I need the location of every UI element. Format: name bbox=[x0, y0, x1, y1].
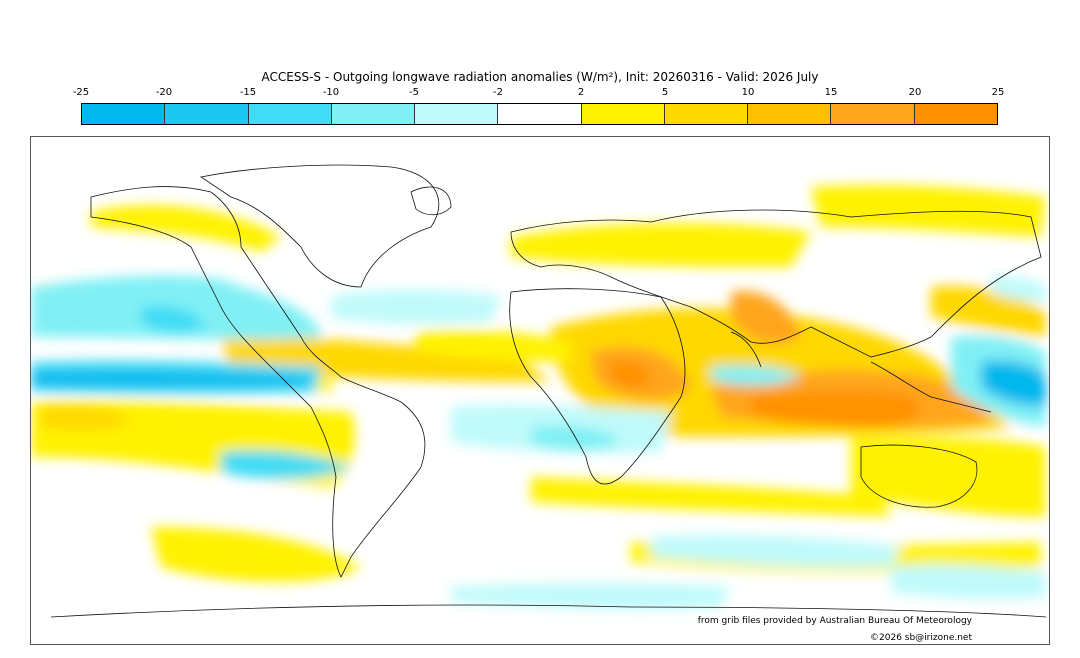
colorbar-swatch bbox=[748, 104, 832, 124]
colorbar-tick-label: -25 bbox=[72, 87, 90, 98]
coastlines bbox=[50, 164, 1047, 618]
copyright-notice: ©2026 sb@irizone.net bbox=[870, 633, 972, 643]
world-map bbox=[30, 136, 1050, 645]
colorbar-tick-label: -5 bbox=[409, 87, 419, 98]
colorbar-tick-label: -10 bbox=[322, 87, 340, 98]
colorbar-swatch bbox=[415, 104, 499, 124]
colorbar-swatch bbox=[165, 104, 249, 124]
colorbar-swatch bbox=[498, 104, 582, 124]
anomaly-shading bbox=[31, 185, 1046, 610]
colorbar-swatch bbox=[331, 104, 416, 124]
colorbar-tick-label: 15 bbox=[824, 87, 838, 98]
colorbar-legend bbox=[81, 103, 998, 125]
colorbar-swatch bbox=[581, 104, 665, 124]
colorbar-tick-label: 5 bbox=[661, 87, 669, 98]
colorbar-swatch bbox=[831, 104, 915, 124]
colorbar-tick-label: -2 bbox=[493, 87, 503, 98]
colorbar-tick-label: 2 bbox=[577, 87, 585, 98]
colorbar-swatch bbox=[664, 104, 749, 124]
colorbar-swatch bbox=[82, 104, 166, 124]
map-title: ACCESS-S - Outgoing longwave radiation a… bbox=[261, 70, 819, 84]
colorbar-tick-label: 20 bbox=[908, 87, 922, 98]
colorbar-swatch bbox=[914, 104, 997, 124]
anomaly-field bbox=[31, 164, 1047, 618]
colorbar-swatch bbox=[248, 104, 332, 124]
colorbar-tick-label: 25 bbox=[991, 87, 1005, 98]
colorbar-tick-label: -20 bbox=[155, 87, 173, 98]
colorbar-tick-label: -15 bbox=[239, 87, 257, 98]
data-source-credit: from grib files provided by Australian B… bbox=[697, 616, 972, 626]
colorbar-tick-label: 10 bbox=[741, 87, 755, 98]
